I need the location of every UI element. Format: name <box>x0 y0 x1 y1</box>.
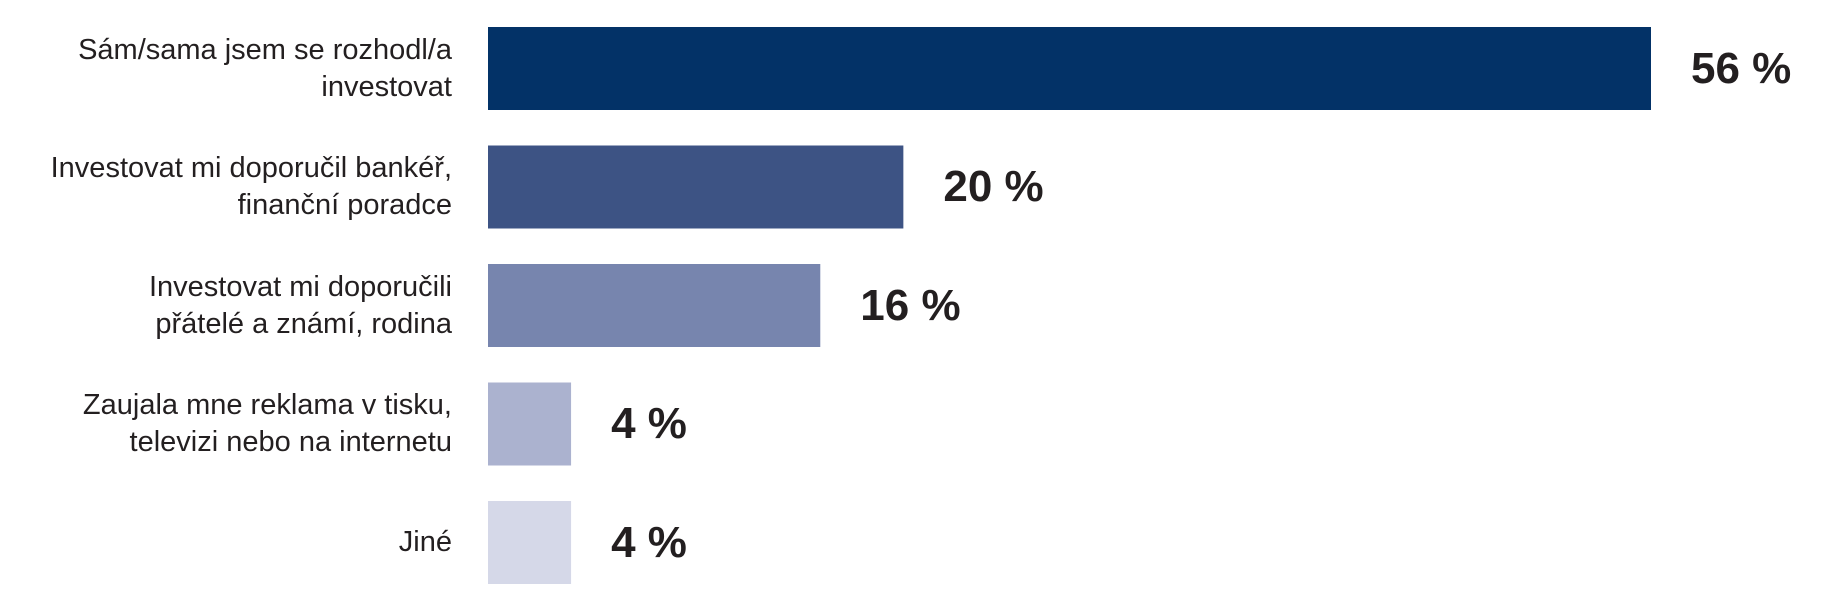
category-label-line: investovat <box>321 70 452 103</box>
category-label-line: televizi nebo na internetu <box>129 426 452 458</box>
category-label-line: Investovat mi doporučil bankéř, <box>50 152 452 184</box>
bar <box>488 501 572 584</box>
category-label-line: Sám/sama jsem se rozhodl/a <box>78 33 452 66</box>
value-label: 4 % <box>611 399 687 448</box>
category-label-line: Investovat mi doporučili <box>148 270 452 303</box>
bar <box>488 27 1651 110</box>
category-label: Investovat mi doporučili přátelé a známí,… <box>12 269 452 343</box>
value-label: 16 % <box>860 280 961 330</box>
category-label-line: finanční poradce <box>237 189 452 221</box>
category-label-line: Zaujala mne reklama v tisku, <box>82 389 452 421</box>
category-label-line: přátelé a známí, rodina <box>155 307 452 340</box>
category-label: Jiné <box>12 524 452 561</box>
value-label: 56 % <box>1691 43 1792 93</box>
value-label: 4 % <box>611 517 687 567</box>
bar <box>488 145 904 229</box>
value-label: 20 % <box>943 162 1044 211</box>
category-label: Sám/sama jsem se rozhodl/a investovat <box>12 32 452 106</box>
category-label: Zaujala mne reklama v tisku, televizi neb… <box>12 387 452 461</box>
bar <box>488 264 821 347</box>
category-label: Investovat mi doporučil bankéř, finanční … <box>12 150 452 224</box>
category-label-line: Jiné <box>398 526 452 558</box>
bar <box>488 382 572 466</box>
